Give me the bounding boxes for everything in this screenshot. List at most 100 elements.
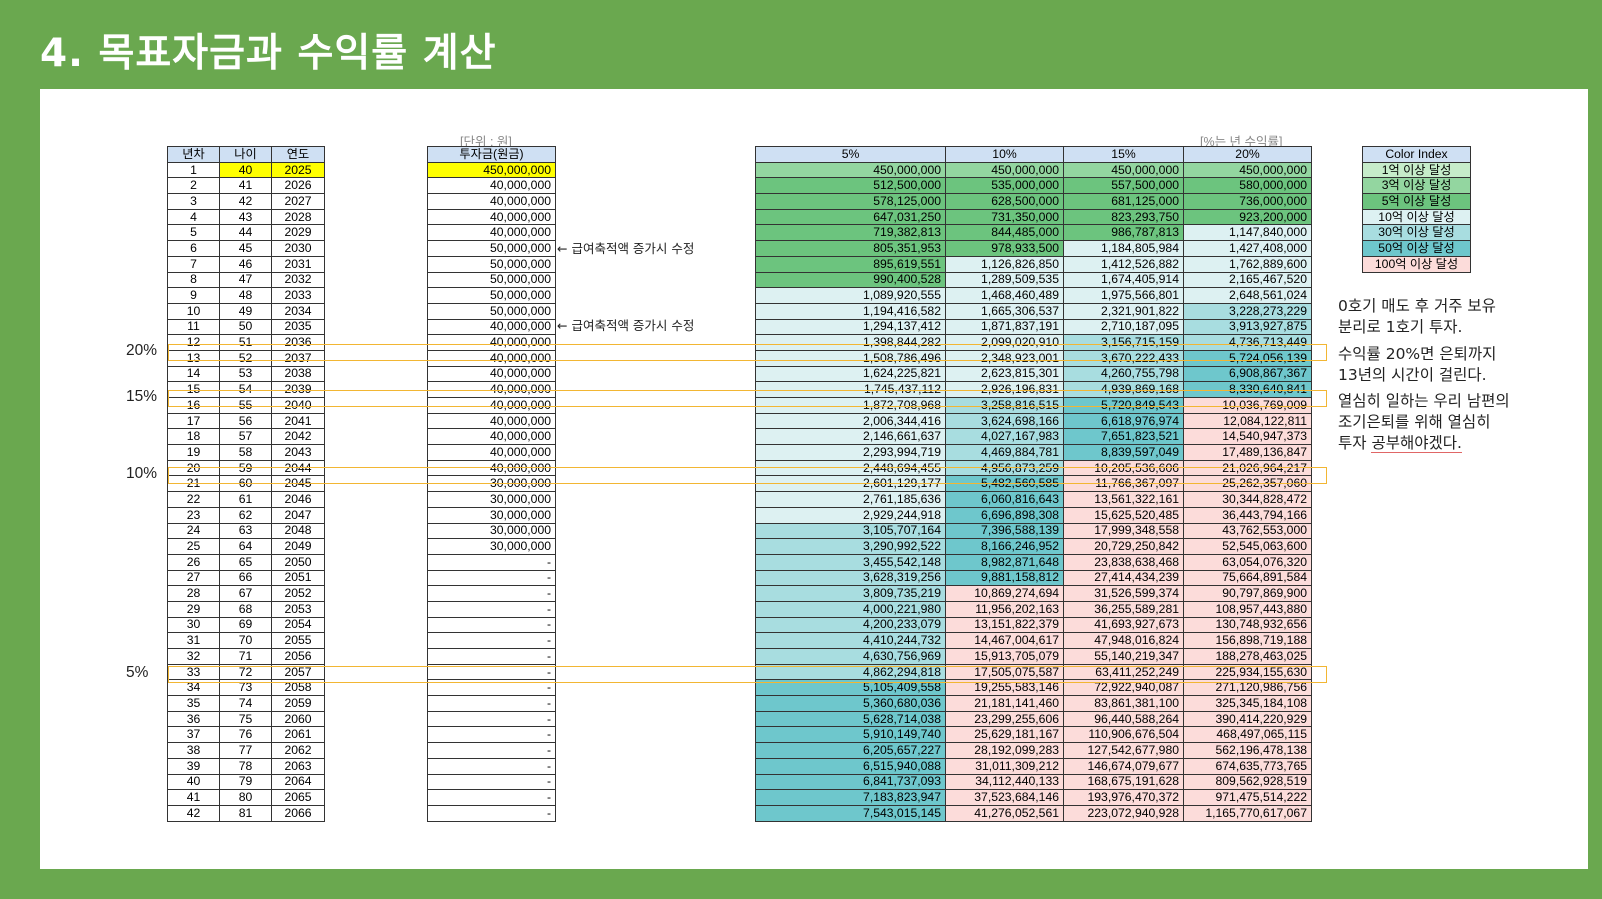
calendar-year-cell: 2031 [271,255,325,273]
highlight-row-box [168,390,1327,408]
investment-cell: 30,000,000 [427,538,556,555]
calendar-year-cell: 2027 [271,193,325,210]
table-row: 2,293,994,719 4,469,884,781 8,839,597,049 1… [755,444,1312,461]
balance-cell: 1,624,225,821 [755,365,946,383]
balance-cell: 1,289,509,535 [945,271,1064,289]
balance-cell: 578,125,000 [755,193,946,210]
balance-cell: 1,089,920,555 [755,287,946,304]
table-row: 39 78 2063 [167,757,325,775]
balance-cell: 110,906,676,504 [1063,726,1184,744]
unit-caption: [단위 : 원] [460,135,512,149]
rate-header-cell: 20% [1183,146,1312,163]
balance-cell: 3,105,707,164 [755,522,946,540]
calendar-year-cell: 2064 [271,773,325,791]
table-row: 40,000,000 [427,177,556,195]
calendar-year-cell: 2066 [271,804,325,822]
table-row: 40,000,000 [427,459,556,477]
table-row: 38 77 2062 [167,742,325,759]
underlined-text: 공부해야겠다. [1371,434,1462,453]
year-cell: 15 [167,381,220,398]
balance-cell: 2,710,187,095 [1063,318,1184,336]
rate-header-cell: 5% [755,146,946,163]
calendar-year-cell: 2042 [271,428,325,446]
table-row: - [427,726,556,744]
table-row: 29 68 2053 [167,600,325,618]
age-cell: 43 [219,208,272,226]
balance-cell: 3,290,992,522 [755,538,946,555]
table-row: 1,194,416,582 1,665,306,537 2,321,901,822 3… [755,302,1312,320]
balance-cell: 108,957,443,880 [1183,600,1312,618]
table-row: 23 62 2047 [167,506,325,524]
balance-cell: 986,787,813 [1063,224,1184,242]
balance-cell: 3,628,319,256 [755,569,946,587]
year-cell: 11 [167,318,220,336]
balance-cell: 90,797,869,900 [1183,585,1312,602]
table-row: 36 75 2060 [167,710,325,728]
legend-item: 100억 이상 달성 [1362,255,1471,273]
age-cell: 78 [219,757,272,775]
calendar-year-cell: 2053 [271,600,325,618]
balance-cell: 75,664,891,584 [1183,569,1312,587]
legend-title: Color Index [1362,146,1471,163]
balance-cell: 12,084,122,811 [1183,412,1312,430]
balance-cell: 34,112,440,133 [945,773,1064,791]
balance-cell: 14,540,947,373 [1183,428,1312,446]
header-cell: 연도 [271,146,325,163]
balance-cell: 1,165,770,617,067 [1183,804,1312,822]
investment-cell: 50,000,000 [427,240,556,257]
investment-cell: - [427,600,556,618]
table-row: 35 74 2059 [167,695,325,712]
balance-cell: 1,871,837,191 [945,318,1064,336]
balance-cell: 5,910,149,740 [755,726,946,744]
calendar-year-cell: 2049 [271,538,325,555]
calendar-year-cell: 2043 [271,444,325,461]
balance-cell: 47,948,016,824 [1063,632,1184,649]
table-row: - [427,648,556,665]
investment-cell: 40,000,000 [427,459,556,477]
balance-cell: 450,000,000 [755,161,946,179]
balance-cell: 19,255,583,146 [945,679,1064,697]
table-row: 50,000,000 [427,255,556,273]
table-row: 28 67 2052 [167,585,325,602]
rate-header-cell: 15% [1063,146,1184,163]
balance-cell: 11,956,202,163 [945,600,1064,618]
calendar-year-cell: 2030 [271,240,325,257]
age-cell: 74 [219,695,272,712]
balance-cell: 6,696,898,308 [945,506,1064,524]
balance-cell: 6,205,657,227 [755,742,946,759]
balance-cell: 7,651,823,521 [1063,428,1184,446]
table-row: 41 80 2065 [167,789,325,806]
balance-cell: 823,293,750 [1063,208,1184,226]
balance-cell: 990,400,528 [755,271,946,289]
year-cell: 32 [167,648,220,665]
balance-cell: 628,500,000 [945,193,1064,210]
balance-cell: 5,724,056,139 [1183,349,1312,367]
edit-note: ← 급여축적액 증가시 수정 [557,317,695,333]
investment-cell: - [427,648,556,665]
comment-paragraph-1: 0호기 매도 후 거주 보유 분리로 1호기 투자. [1338,297,1496,336]
table-row: - [427,804,556,822]
balance-cell: 1,412,526,882 [1063,255,1184,273]
balance-cell: 1,975,566,801 [1063,287,1184,304]
age-cell: 76 [219,726,272,744]
table-row: 30,000,000 [427,522,556,540]
year-cell: 9 [167,287,220,304]
balance-cell: 1,147,840,000 [1183,224,1312,242]
balance-cell: 4,260,755,798 [1063,365,1184,383]
table-row: 4,410,244,732 14,467,004,617 47,948,016,82… [755,632,1312,649]
balance-cell: 1,398,844,282 [755,334,946,351]
balance-cell: 6,841,737,093 [755,773,946,791]
age-cell: 70 [219,632,272,649]
table-row: - [427,710,556,728]
balance-cell: 3,455,542,148 [755,553,946,571]
table-row: 1,089,920,555 1,468,460,489 1,975,566,801 2… [755,287,1312,304]
balance-cell: 146,674,079,677 [1063,757,1184,775]
age-cell: 49 [219,302,272,320]
investment-cell: - [427,710,556,728]
age-cell: 75 [219,710,272,728]
balance-cell: 580,000,000 [1183,177,1312,195]
year-cell: 22 [167,491,220,508]
balance-cell: 31,526,599,374 [1063,585,1184,602]
balance-cell: 895,619,551 [755,255,946,273]
comment-paragraph-2: 수익률 20%면 은퇴까지 13년의 시간이 걸린다. [1338,345,1497,384]
